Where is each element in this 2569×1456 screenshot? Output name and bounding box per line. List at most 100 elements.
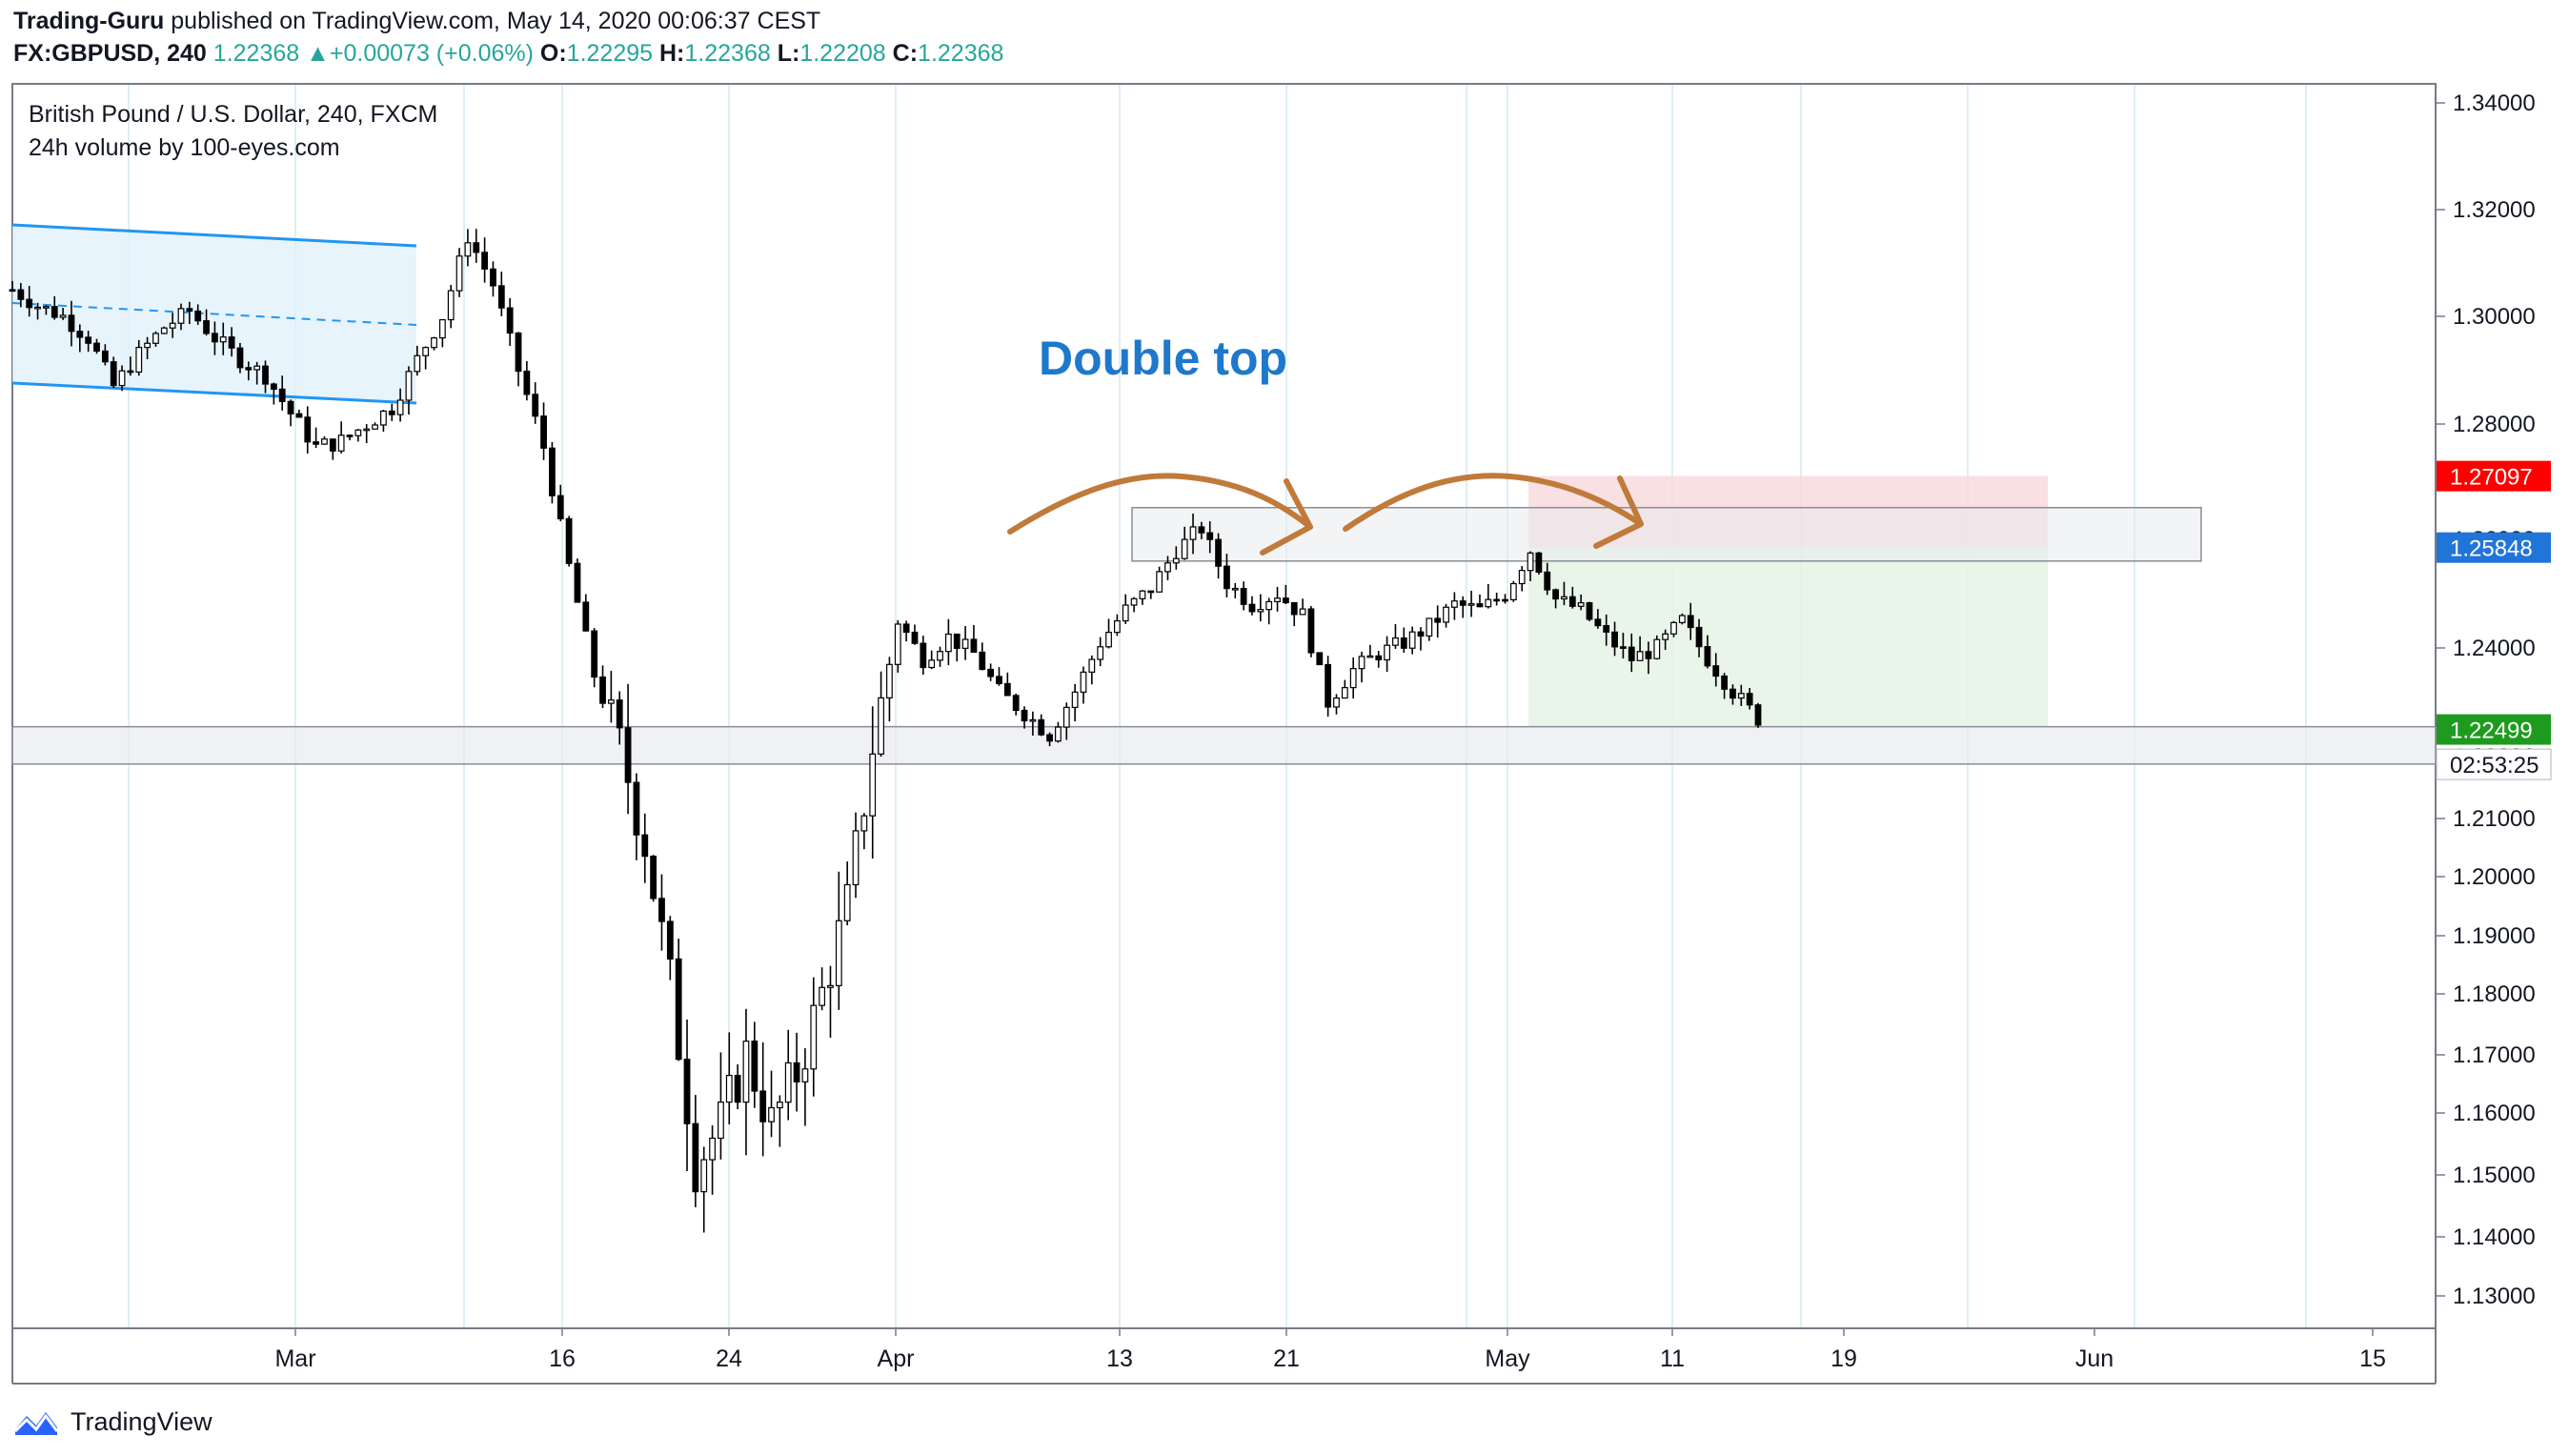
candle-body: [793, 1062, 800, 1082]
candle-body: [565, 517, 573, 564]
candle-body: [928, 659, 936, 669]
candle-body: [396, 399, 404, 415]
candle-body: [666, 920, 674, 960]
candle-body: [607, 699, 615, 704]
candle-body: [902, 623, 910, 634]
candle-body: [970, 638, 978, 654]
candle-body: [135, 347, 143, 374]
candle-body: [961, 638, 969, 649]
ohlc-header: FX:GBPUSD, 240 1.22368 ▲+0.00073 (+0.06%…: [13, 40, 1003, 68]
candle-body: [1459, 600, 1467, 606]
candle-body: [270, 383, 277, 390]
candle-body: [843, 883, 851, 921]
candlestick-series: [9, 229, 1762, 1233]
candle-body: [953, 633, 961, 649]
first-top-arc: [1007, 473, 1313, 535]
candle-body: [869, 753, 877, 817]
candle-body: [68, 314, 75, 333]
price-axis-tick-label: 1.21000: [2453, 806, 2536, 832]
tradingview-branding[interactable]: TradingView: [13, 1405, 212, 1439]
candle-body: [497, 285, 505, 309]
candle-body: [894, 623, 901, 665]
time-axis[interactable]: Mar 16 24 Apr 13 21 May 11 19 Jun 15: [274, 1328, 2386, 1372]
price-label-text: 1.27097: [2450, 465, 2533, 491]
candle-body: [85, 336, 92, 344]
indicator-label[interactable]: 24h volume by 100-eyes.com: [29, 134, 340, 161]
candle-body: [177, 308, 185, 324]
candle-body: [835, 920, 842, 986]
candle-body: [742, 1041, 750, 1103]
candle-body: [473, 242, 480, 253]
candle-body: [1603, 625, 1610, 633]
candle-body: [1147, 590, 1155, 594]
time-axis-tick-label: 15: [2359, 1345, 2386, 1372]
low-value: 1.22208: [799, 40, 886, 67]
candle-body: [118, 370, 126, 387]
candle-body: [878, 697, 884, 755]
candle-body: [987, 668, 995, 677]
candle-body: [1189, 526, 1197, 540]
candle-body: [160, 327, 168, 334]
candle-body: [1130, 597, 1138, 606]
candle-body: [1349, 668, 1357, 689]
candle-body: [979, 651, 986, 671]
candle-body: [709, 1137, 716, 1161]
candle-body: [372, 424, 378, 430]
author-name[interactable]: Trading-Guru: [13, 8, 165, 34]
candle-body: [624, 727, 632, 783]
candle-body: [1172, 557, 1180, 564]
price-label-badge: [2437, 460, 2551, 492]
candle-body: [650, 856, 657, 900]
candle-body: [1029, 718, 1037, 722]
candle-body: [253, 365, 261, 371]
descending-channel[interactable]: [11, 223, 417, 405]
candle-body: [1535, 552, 1543, 573]
candle-body: [540, 415, 547, 449]
symbol-label[interactable]: FX:GBPUSD, 240: [13, 40, 207, 67]
candle-body: [194, 310, 202, 322]
price-label-text: 02:53:25: [2450, 753, 2539, 779]
candle-body: [219, 336, 227, 343]
candle-body: [363, 428, 371, 432]
candle-body: [1712, 665, 1720, 677]
candle-body: [1392, 637, 1399, 646]
candle-body: [34, 306, 41, 310]
channel-mid-line: [11, 302, 417, 326]
candle-body: [1316, 652, 1324, 666]
published-text: published on TradingView.com, May 14, 20…: [164, 8, 821, 34]
price-label-text: 1.22499: [2450, 718, 2533, 744]
change-up-arrow-icon: ▲: [306, 40, 330, 67]
candle-body: [1518, 570, 1526, 585]
candle-body: [1265, 600, 1273, 611]
candle-body: [582, 601, 590, 632]
candle-body: [490, 268, 496, 287]
time-axis-tick-label: Apr: [878, 1345, 915, 1372]
candle-body: [1003, 682, 1011, 697]
candle-body: [1231, 587, 1239, 591]
candle-body: [751, 1041, 759, 1092]
double-top-arrows[interactable]: [1007, 473, 1644, 556]
candle-body: [1544, 571, 1551, 591]
time-axis-tick-label: 13: [1106, 1345, 1133, 1372]
open-value: 1.22295: [566, 40, 654, 67]
candle-body: [1325, 663, 1332, 708]
candle-body: [700, 1159, 708, 1193]
candle-body: [1417, 631, 1425, 637]
candle-body: [101, 350, 109, 363]
candle-body: [431, 337, 437, 349]
candle-body: [515, 332, 522, 373]
price-axis-tick-label: 1.24000: [2453, 636, 2536, 661]
candle-body: [405, 371, 413, 401]
candle-body: [1384, 644, 1390, 661]
double-top-annotation[interactable]: Double top: [1039, 332, 1287, 385]
candle-body: [1257, 609, 1264, 613]
price-axis[interactable]: 1.340001.320001.300001.280001.260001.240…: [2436, 91, 2536, 1309]
price-axis-tick-label: 1.20000: [2453, 864, 2536, 890]
candle-body: [1653, 638, 1661, 659]
candle-body: [523, 370, 531, 395]
price-axis-tick-label: 1.14000: [2453, 1224, 2536, 1250]
candle-body: [1704, 646, 1711, 667]
candle-body: [937, 651, 943, 661]
last-price: 1.22368: [212, 40, 300, 67]
